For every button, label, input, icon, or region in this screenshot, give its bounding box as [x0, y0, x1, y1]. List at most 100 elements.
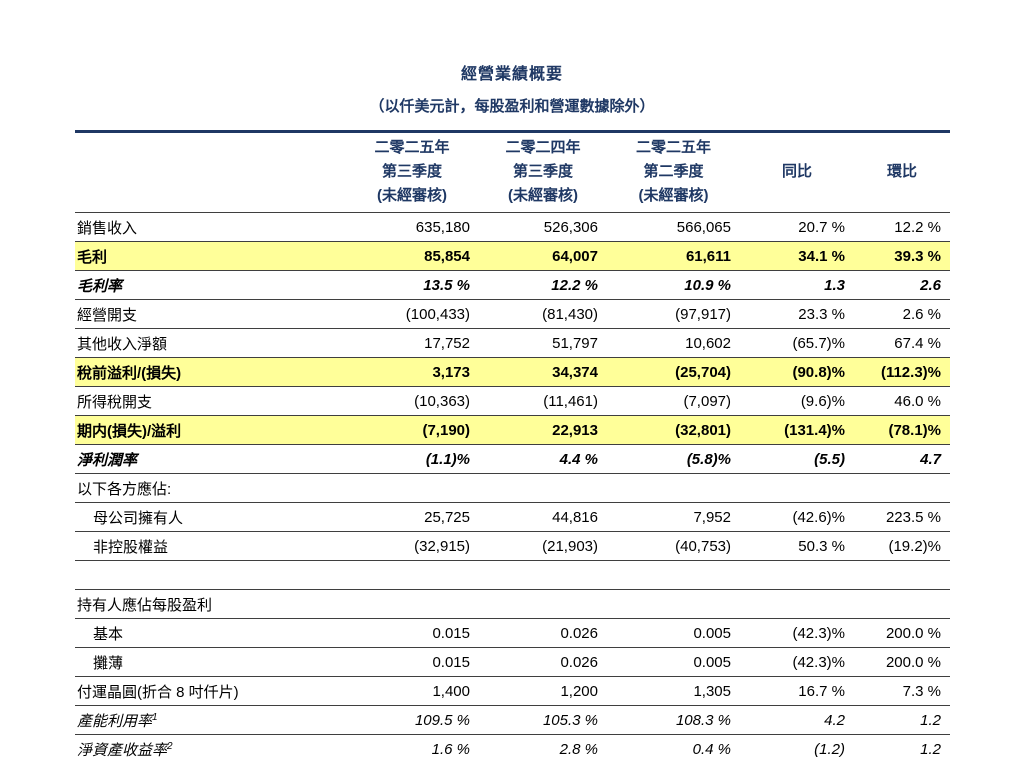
table-cell: 20.7 % [798, 218, 845, 236]
table-cell: 46.0 % [894, 392, 941, 410]
table-cell: 34.1 % [798, 247, 845, 265]
table-cell: 85,854 [424, 247, 470, 265]
table-row: 淨利潤率 (1.1)% 4.4 % (5.8)% (5.5) 4.7 [75, 444, 950, 474]
table-row: 毛利 85,854 64,007 61,611 34.1 % 39.3 % [75, 241, 950, 271]
table-row: 經營開支 (100,433) (81,430) (97,917) 23.3 % 2.6 % [75, 299, 950, 329]
table-cell: 0.005 [693, 624, 731, 642]
table-row: 基本 0.015 0.026 0.005 (42.3)% 200.0 % [75, 618, 950, 648]
table-cell: 2.8 % [559, 740, 598, 758]
table-cell: (1.1)% [425, 450, 470, 468]
table-cell: 39.3 % [894, 247, 941, 265]
row-label: 非控股權益 [93, 538, 169, 556]
table-cell: 64,007 [552, 247, 598, 265]
column-header-line: 第三季度 [512, 163, 573, 180]
table-cell: 3,173 [432, 363, 470, 381]
table-row: 銷售收入 635,180 526,306 566,065 20.7 % 12.2 % [75, 212, 950, 242]
table-cell: (10,363) [414, 392, 470, 410]
table-cell [345, 590, 479, 619]
table-row: 產能利用率1 109.5 % 105.3 % 108.3 % 4.2 1.2 [75, 705, 950, 735]
table-cell: (112.3)% [880, 363, 941, 381]
column-header-line: 二零二五年 [374, 139, 450, 156]
table-cell: 200.0 % [885, 624, 941, 642]
table-cell: 44,816 [552, 508, 598, 526]
table-cell: 0.015 [432, 624, 470, 642]
table-cell [740, 474, 854, 503]
table-cell: 0.026 [560, 624, 598, 642]
table-cell: 4.2 [824, 711, 845, 729]
column-header-3: 二零二五年 第二季度 (未經審核) [607, 132, 740, 213]
table-cell: (131.4)% [784, 421, 845, 439]
table-cell: 23.3 % [798, 305, 845, 323]
row-label: 以下各方應佔: [77, 480, 172, 498]
table-cell: 13.5 % [423, 276, 470, 294]
column-header-4: 同比 [740, 132, 854, 213]
table-cell: 61,611 [685, 247, 731, 265]
table-cell: 7,952 [693, 508, 731, 526]
row-label: 淨利潤率 [77, 451, 138, 469]
table-cell: 16.7 % [798, 682, 845, 700]
table-row: 其他收入淨額 17,752 51,797 10,602 (65.7)% 67.4 % [75, 328, 950, 358]
row-label: 淨資產收益率2 [77, 740, 173, 759]
table-cell [479, 590, 607, 619]
table-cell: 67.4 % [894, 334, 941, 352]
table-cell: 2.6 [920, 276, 941, 294]
table-row: 所得稅開支 (10,363) (11,461) (7,097) (9.6)% 46.0 % [75, 386, 950, 416]
column-header-line [740, 184, 854, 208]
table-cell: 1.2 [920, 711, 941, 729]
column-header-line: (未經審核) [377, 187, 447, 204]
table-row: 付運晶圓(折合 8 吋仟片) 1,400 1,200 1,305 16.7 % 7.3 % [75, 676, 950, 706]
row-label: 其他收入淨額 [77, 335, 168, 353]
table-cell: (32,801) [675, 421, 731, 439]
column-header-line: 第三季度 [381, 163, 442, 180]
table-cell: 1.3 [824, 276, 845, 294]
table-cell: (7,097) [683, 392, 731, 410]
column-header-line: 同比 [781, 163, 812, 180]
table-header-row: 二零二五年 第三季度 (未經審核) 二零二四年 第三季度 (未經審核) 二零二五年 第二季度 (… [75, 132, 950, 213]
table-cell: (78.1)% [888, 421, 941, 439]
table-cell: 22,913 [552, 421, 598, 439]
table-cell: (1.2) [814, 740, 845, 758]
table-cell: 0.005 [693, 653, 731, 671]
header-label-spacer [75, 132, 345, 213]
table-row: 攤薄 0.015 0.026 0.005 (42.3)% 200.0 % [75, 647, 950, 677]
table-cell: 566,065 [676, 218, 731, 236]
column-header-line: (未經審核) [508, 187, 578, 204]
column-header-1: 二零二五年第三季度 (未經審核) [345, 132, 479, 213]
table-row: 毛利率 13.5 % 12.2 % 10.9 % 1.3 2.6 [75, 270, 950, 300]
table-cell: 1,400 [432, 682, 470, 700]
table-cell: (21,903) [542, 537, 598, 555]
table-cell: 2.6 % [902, 305, 941, 323]
column-header-5: 環比 [854, 132, 950, 213]
table-cell: 105.3 % [542, 711, 598, 729]
column-header-line: 環比 [886, 163, 917, 180]
row-label: 所得稅開支 [77, 393, 153, 411]
column-header-line: 第二季度 [643, 163, 704, 180]
table-cell: 12.2 % [551, 276, 598, 294]
table-row: 期内(損失)/溢利 (7,190) 22,913 (32,801) (131.4)% (7… [75, 415, 950, 445]
table-cell [607, 590, 740, 619]
table-cell: 4.7 [920, 450, 941, 468]
table-cell: (97,917) [675, 305, 731, 323]
table-cell: 50.3 % [798, 537, 845, 555]
table-cell: 17,752 [424, 334, 470, 352]
table-cell: 0.4 % [692, 740, 731, 758]
table-cell: (65.7)% [792, 334, 845, 352]
table-cell: 635,180 [415, 218, 470, 236]
table-cell: (5.5) [814, 450, 845, 468]
column-header-line: 二零二五年 [635, 139, 711, 156]
table-cell: (42.3)% [792, 624, 845, 642]
table-cell: (5.8)% [686, 450, 731, 468]
row-label: 產能利用率1 [77, 711, 158, 730]
table-cell: 1.2 [920, 740, 941, 758]
table-row: 以下各方應佔: [75, 473, 950, 503]
table-cell [345, 474, 479, 503]
row-label: 期内(損失)/溢利 [77, 422, 182, 440]
table-cell: 1,305 [693, 682, 731, 700]
table-cell [854, 474, 950, 503]
table-cell: (81,430) [542, 305, 598, 323]
table-cell: (32,915) [414, 537, 470, 555]
table-row: 稅前溢利/(損失) 3,173 34,374 (25,704) (90.8)% (112.… [75, 357, 950, 387]
table-body: 銷售收入 635,180 526,306 566,065 20.7 % 12.2 % 毛利 8… [75, 212, 950, 763]
table-cell: 34,374 [552, 363, 598, 381]
row-label: 毛利 [77, 248, 108, 266]
